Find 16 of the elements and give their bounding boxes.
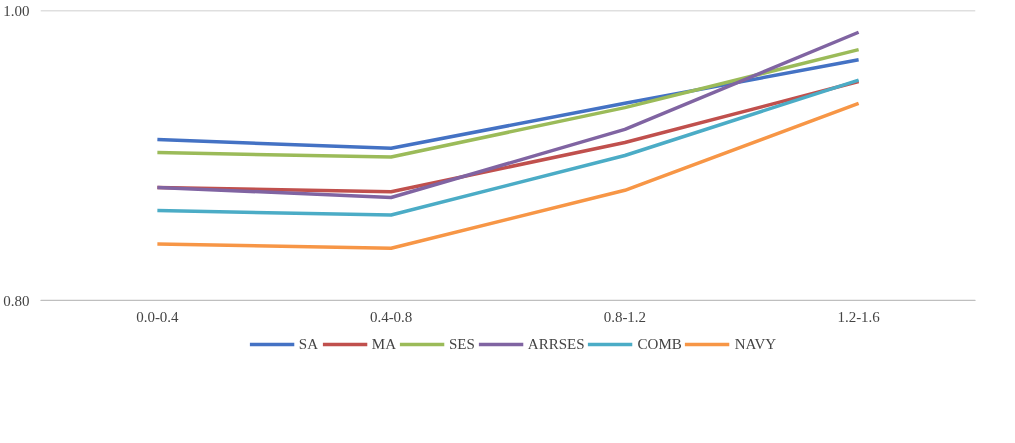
y-tick-label: 1.00 (3, 2, 30, 19)
legend-label: COMB (637, 335, 682, 353)
x-tick-label: 1.2-1.6 (837, 308, 881, 325)
y-tick-label: 0.80 (3, 292, 30, 309)
line-series (155, 101, 861, 251)
x-tick-label: 0.4-0.8 (369, 308, 413, 325)
line-series (155, 47, 861, 159)
line-series (155, 78, 861, 217)
line-series (155, 30, 861, 200)
x-tick-label: 0.8-1.2 (603, 308, 647, 325)
legend-label: ARRSES (527, 335, 585, 353)
x-tick-label: 0.0-0.4 (136, 308, 180, 325)
legend-label: MA (371, 335, 397, 353)
legend-label: SES (449, 335, 475, 353)
legend-label: SA (298, 335, 319, 353)
legend-label: NAVY (734, 335, 777, 353)
